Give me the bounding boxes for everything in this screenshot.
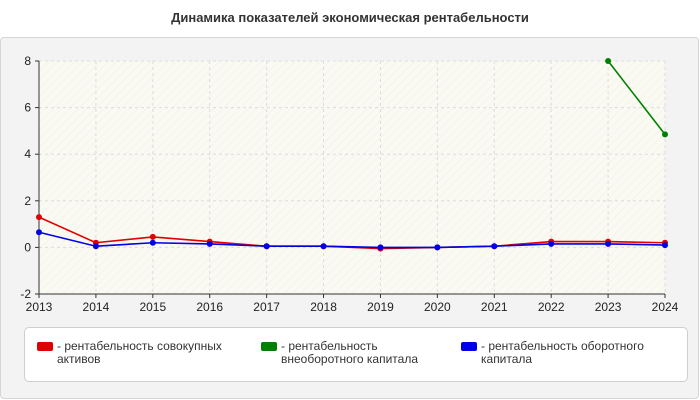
tick-labels: -2 0 2 4 6 8 2013 2014 2015 2016 2017 2018 2019 2020 2… [20,54,678,314]
legend-swatch-green [261,342,277,351]
data-point-series-1 [605,58,612,64]
grid-lines [38,60,666,295]
plot-area [39,61,665,294]
series-lines [36,58,668,252]
data-point-series-2 [491,243,498,250]
legend-label: - рентабельность совокупных активов [57,339,222,366]
data-point-series-2 [605,240,612,247]
data-point-series-2 [377,244,384,251]
legend-label: - рентабельность оборотного капитала [481,339,644,366]
x-tick-label: 2015 [139,300,166,314]
legend: - рентабельность совокупных активов - ре… [24,327,688,382]
data-point-series-1 [662,131,668,138]
data-point-series-2 [36,229,42,236]
legend-swatch-blue [461,342,477,351]
data-point-series-2 [434,244,441,251]
x-tick-label: 2013 [26,300,53,314]
chart-title: Динамика показателей экономическая рента… [171,10,529,25]
x-tick-label: 2018 [310,300,337,314]
y-tick-label: 2 [24,194,31,208]
x-tick-label: 2016 [196,300,223,314]
x-tick-label: 2022 [538,300,565,314]
x-tick-label: 2019 [367,300,394,314]
data-point-series-0 [149,233,156,240]
data-point-series-2 [320,243,327,250]
axes [35,60,666,298]
legend-label: - рентабельность внеоборотного капитала [281,339,418,366]
series-line-1 [607,60,666,135]
data-point-series-2 [92,243,99,250]
data-point-series-2 [548,240,555,247]
y-tick-label: -2 [20,287,31,301]
y-tick-label: 6 [24,101,31,115]
data-point-series-0 [36,214,42,221]
data-point-series-2 [206,240,213,247]
y-tick-label: 8 [24,54,31,68]
x-tick-label: 2014 [83,300,110,314]
x-tick-label: 2021 [481,300,508,314]
legend-swatch-red [37,342,53,351]
x-tick-label: 2017 [253,300,280,314]
y-tick-label: 4 [24,147,31,161]
data-point-series-2 [263,243,270,250]
x-tick-label: 2020 [424,300,451,314]
data-point-series-2 [149,239,156,246]
x-tick-label: 2023 [595,300,622,314]
series-line-2 [38,231,666,249]
data-point-series-2 [662,242,668,249]
x-tick-label: 2024 [652,300,679,314]
y-tick-label: 0 [24,240,31,254]
